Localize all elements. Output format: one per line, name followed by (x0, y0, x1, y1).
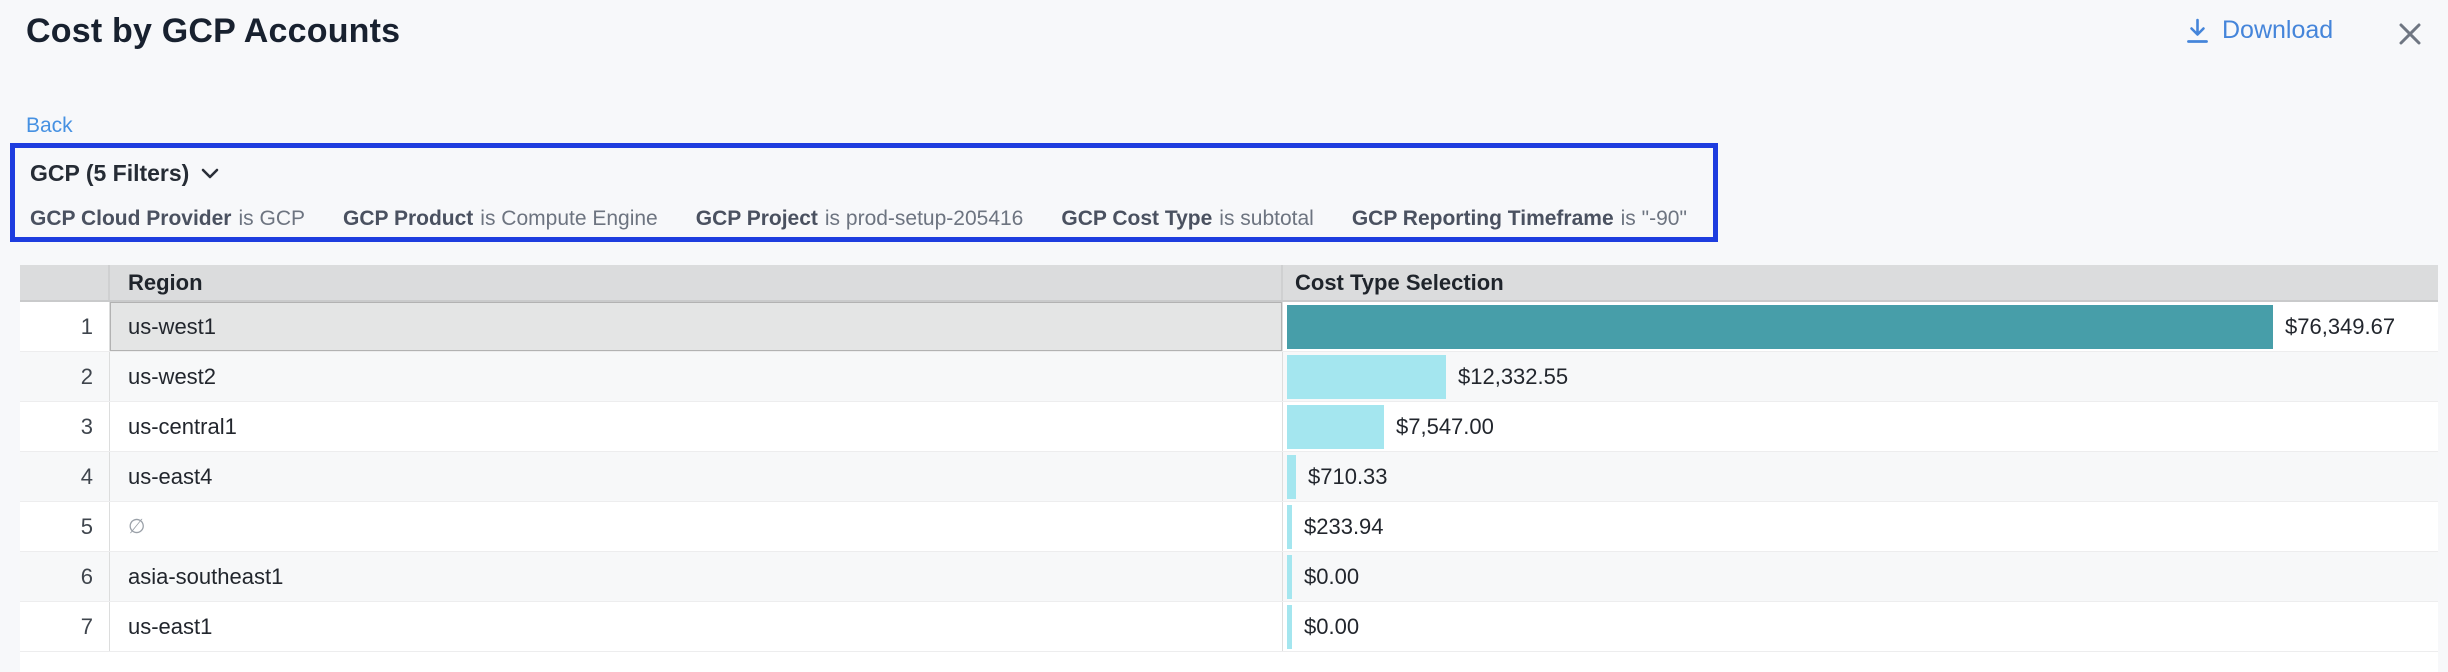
filter-field: GCP Project (696, 207, 818, 230)
table-header-row: Region Cost Type Selection (20, 265, 2438, 302)
filter-field: GCP Product (343, 207, 473, 230)
cost-value-label: $12,332.55 (1458, 364, 1568, 390)
table-row[interactable]: 5 ∅ $233.94 (20, 502, 2438, 552)
cost-cell: $710.33 (1283, 452, 2438, 501)
cost-bar (1287, 555, 1292, 599)
cost-bar (1287, 505, 1292, 549)
table-row[interactable]: 4 us-east4 $710.33 (20, 452, 2438, 502)
column-header-index (20, 265, 110, 300)
download-button[interactable]: Download (2184, 16, 2333, 45)
region-cell[interactable]: ∅ (110, 502, 1283, 551)
cost-bar (1287, 355, 1446, 399)
filter-field: GCP Cost Type (1061, 207, 1212, 230)
filter-condition: is subtotal (1219, 207, 1314, 230)
row-index: 4 (20, 452, 110, 501)
cost-cell: $233.94 (1283, 502, 2438, 551)
region-cell[interactable]: us-east1 (110, 602, 1283, 651)
back-link[interactable]: Back (26, 114, 73, 138)
cost-value-label: $233.94 (1304, 514, 1384, 540)
filter-list: GCP Cloud Provider is GCP GCP Product is Co… (30, 207, 1687, 231)
cost-value-label: $76,349.67 (2285, 314, 2395, 340)
filter-condition: is prod-setup-205416 (825, 207, 1023, 230)
filter-chip: GCP Project is prod-setup-205416 (696, 207, 1024, 231)
filter-summary-toggle[interactable]: GCP (5 Filters) (30, 160, 219, 187)
filter-summary-label: GCP (5 Filters) (30, 160, 189, 187)
row-index: 3 (20, 402, 110, 451)
region-label: us-east4 (128, 464, 212, 490)
table-row[interactable]: 3 us-central1 $7,547.00 (20, 402, 2438, 452)
filter-condition: is "-90" (1621, 207, 1687, 230)
region-cell[interactable]: us-east4 (110, 452, 1283, 501)
close-x-icon (2396, 20, 2424, 48)
region-cell[interactable]: us-central1 (110, 402, 1283, 451)
region-cell[interactable]: us-west1 (110, 302, 1283, 351)
filter-chip: GCP Reporting Timeframe is "-90" (1352, 207, 1687, 231)
filter-condition: is Compute Engine (480, 207, 657, 230)
download-label: Download (2222, 16, 2333, 45)
filter-field: GCP Reporting Timeframe (1352, 207, 1614, 230)
region-label: asia-southeast1 (128, 564, 283, 590)
table-row[interactable]: 6 asia-southeast1 $0.00 (20, 552, 2438, 602)
cost-value-label: $710.33 (1308, 464, 1388, 490)
chevron-down-icon (201, 168, 219, 179)
cost-cell: $0.00 (1283, 602, 2438, 651)
region-cell[interactable]: us-west2 (110, 352, 1283, 401)
table-row[interactable]: 2 us-west2 $12,332.55 (20, 352, 2438, 402)
download-arrow-icon (2184, 17, 2211, 45)
filter-chip: GCP Cost Type is subtotal (1061, 207, 1313, 231)
column-header-region[interactable]: Region (110, 265, 1283, 300)
page-title: Cost by GCP Accounts (26, 12, 400, 51)
cost-table: Region Cost Type Selection 1 us-west1 $7… (20, 265, 2438, 672)
filter-panel: GCP (5 Filters) GCP Cloud Provider is GCP… (10, 143, 1718, 242)
row-index: 1 (20, 302, 110, 351)
filter-condition: is GCP (238, 207, 305, 230)
table-row[interactable]: 1 us-west1 $76,349.67 (20, 302, 2438, 352)
close-button[interactable] (2392, 16, 2428, 52)
region-cell[interactable]: asia-southeast1 (110, 552, 1283, 601)
row-index: 7 (20, 602, 110, 651)
region-label: us-central1 (128, 414, 237, 440)
cost-value-label: $0.00 (1304, 614, 1359, 640)
cost-bar (1287, 305, 2273, 349)
region-label: us-west1 (128, 314, 216, 340)
region-label: us-east1 (128, 614, 212, 640)
cost-bar (1287, 405, 1384, 449)
table-row[interactable]: 7 us-east1 $0.00 (20, 602, 2438, 652)
column-header-cost[interactable]: Cost Type Selection (1283, 265, 2438, 300)
cost-value-label: $7,547.00 (1396, 414, 1494, 440)
cost-cell: $76,349.67 (1283, 302, 2438, 351)
filter-field: GCP Cloud Provider (30, 207, 231, 230)
table-body: 1 us-west1 $76,349.67 2 us-west2 $12,332… (20, 302, 2438, 652)
filter-chip: GCP Cloud Provider is GCP (30, 207, 305, 231)
filter-chip: GCP Product is Compute Engine (343, 207, 658, 231)
cost-value-label: $0.00 (1304, 564, 1359, 590)
cost-cell: $0.00 (1283, 552, 2438, 601)
row-index: 2 (20, 352, 110, 401)
cost-cell: $7,547.00 (1283, 402, 2438, 451)
row-index: 6 (20, 552, 110, 601)
row-index: 5 (20, 502, 110, 551)
cost-bar (1287, 455, 1296, 499)
cost-bar (1287, 605, 1292, 649)
region-label: ∅ (128, 514, 145, 539)
region-label: us-west2 (128, 364, 216, 390)
cost-cell: $12,332.55 (1283, 352, 2438, 401)
